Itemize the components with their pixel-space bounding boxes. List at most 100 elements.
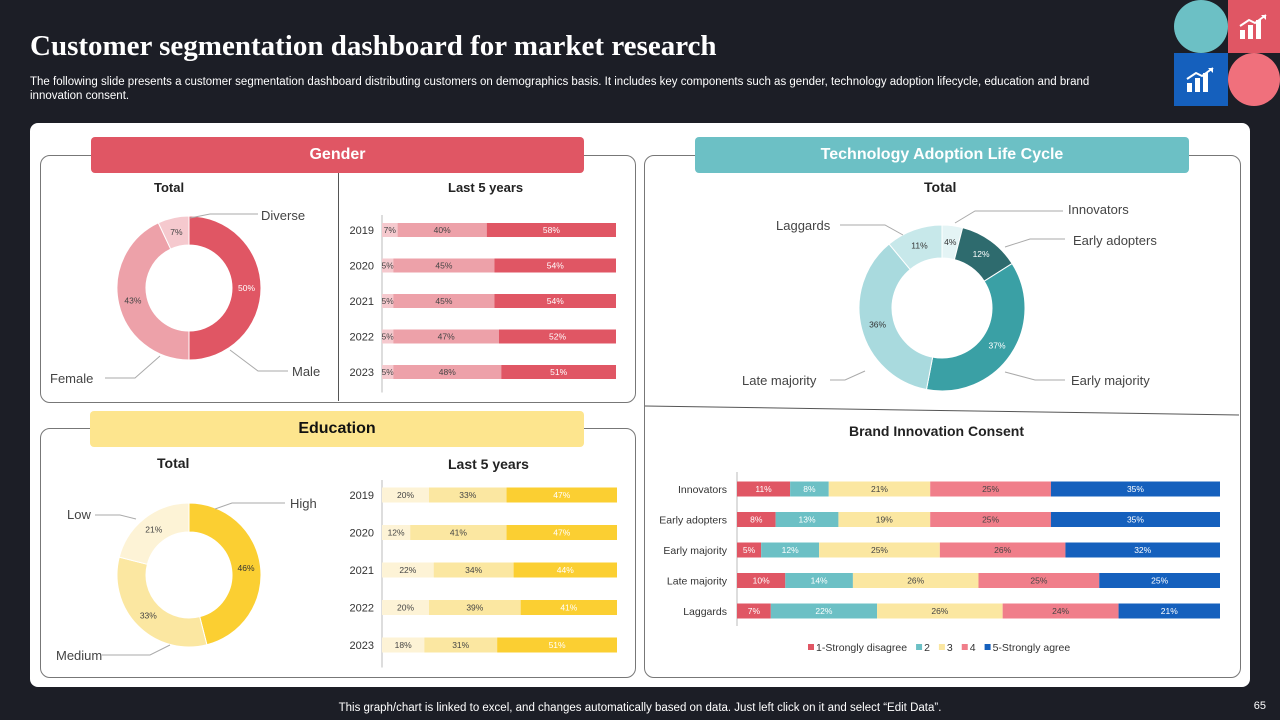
bar-category-label: Late majority: [667, 576, 728, 588]
bar-segment: [382, 637, 425, 653]
bar-data-label: 47%: [438, 332, 455, 342]
bar-data-label: 31%: [452, 640, 469, 650]
decor-pink-circle: [1228, 53, 1280, 106]
bar-segment: [486, 223, 616, 237]
gender-total-donut: 50% 43% 7%: [105, 213, 288, 379]
bar-category-label: 2019: [350, 490, 374, 502]
bar-segment: [382, 223, 398, 237]
bar-data-label: 18%: [395, 640, 412, 650]
decor-blue-tile: [1174, 53, 1228, 106]
legend-label: 5-Strongly agree: [993, 642, 1071, 654]
bar-data-label: 58%: [543, 225, 560, 235]
bar-segment: [1065, 542, 1220, 558]
legend-label: 2: [924, 642, 930, 654]
bar-data-label: 25%: [1030, 576, 1047, 586]
bar-data-label: 5%: [381, 367, 394, 377]
bar-segment: [513, 562, 617, 578]
bar-data-label: 25%: [982, 484, 999, 494]
bar-data-label: 39%: [466, 603, 483, 613]
bar-data-label: 26%: [931, 606, 948, 616]
callout-line-diverse: [189, 213, 258, 219]
bar-segment: [424, 637, 498, 653]
bar-segment: [1050, 512, 1220, 527]
bar-category-label: 2023: [350, 367, 374, 379]
legend-label: 1-Strongly disagree: [816, 642, 907, 654]
brand-consent-chart: Innovators 11% 8% 21% 25% 35%Early adopters 8%…: [659, 472, 1220, 654]
bar-segment: [497, 637, 617, 653]
callout-line-medium: [102, 644, 171, 656]
bar-segment: [737, 603, 771, 619]
bar-segment: [382, 329, 394, 344]
page-number: 65: [1253, 700, 1266, 712]
bar-data-label: 10%: [753, 576, 770, 586]
bar-segment: [393, 294, 495, 308]
bar-data-label: 25%: [871, 545, 888, 555]
bar-data-label: 45%: [435, 261, 452, 271]
bar-data-label: 41%: [560, 603, 577, 613]
bar-segment: [930, 512, 1051, 527]
decor-red-tile: [1228, 0, 1280, 53]
tech-callout-innovators: Innovators: [1068, 202, 1129, 217]
donut-data-label: 43%: [124, 296, 141, 306]
bar-segment: [506, 487, 617, 503]
bar-data-label: 5%: [381, 332, 394, 342]
bar-data-label: 35%: [1127, 484, 1144, 494]
education-years-bars: 2019 20% 33% 47% 2020 12% 41% 47% 2021 22% 34% 44% 2…: [350, 480, 617, 668]
callout-line-early-majority: [1004, 371, 1065, 381]
bar-category-label: 2022: [350, 332, 374, 344]
bar-segment: [761, 542, 820, 558]
tech-total-donut: 4% 12% 37% 36% 11%: [830, 210, 1065, 392]
bar-segment: [819, 542, 940, 558]
bar-data-label: 25%: [982, 515, 999, 525]
gender-total-title: Total: [154, 180, 185, 195]
bar-data-label: 7%: [384, 225, 397, 235]
bar-data-label: 20%: [397, 603, 414, 613]
gender-callout-female: Female: [50, 371, 94, 386]
callout-line-female: [105, 355, 161, 379]
bar-category-label: 2023: [350, 640, 374, 652]
donut-data-label: 46%: [238, 563, 255, 573]
bar-data-label: 5%: [381, 296, 394, 306]
bar-category-label: Laggards: [683, 606, 727, 618]
bar-data-label: 5%: [743, 545, 756, 555]
bar-data-label: 51%: [549, 640, 566, 650]
donut-slice-medium: [116, 556, 208, 648]
gender-divider: [338, 172, 339, 401]
bar-segment: [494, 294, 616, 308]
bar-segment: [382, 562, 434, 578]
bar-data-label: 8%: [750, 515, 763, 525]
bar-data-label: 54%: [547, 261, 564, 271]
bar-data-label: 33%: [459, 490, 476, 500]
bar-category-label: 2020: [350, 261, 374, 273]
donut-slice-late-majority: [858, 243, 934, 391]
bar-segment: [501, 365, 616, 379]
legend-swatch: [808, 644, 814, 650]
bar-data-label: 47%: [553, 528, 570, 538]
bar-data-label: 34%: [465, 565, 482, 575]
donut-data-label: 12%: [973, 249, 990, 259]
chart-growth-icon: [1186, 66, 1214, 92]
bar-data-label: 13%: [799, 515, 816, 525]
bar-data-label: 11%: [755, 484, 772, 494]
education-total-donut: 46% 33% 21%: [95, 502, 285, 656]
bar-segment: [382, 258, 394, 273]
bar-segment: [737, 573, 786, 588]
bar-data-label: 22%: [399, 565, 416, 575]
education-callout-low: Low: [67, 507, 91, 522]
tech-total-title: Total: [924, 179, 957, 195]
bar-segment: [499, 329, 616, 344]
bar-data-label: 47%: [553, 490, 570, 500]
callout-line-laggards: [840, 224, 904, 236]
bar-data-label: 21%: [1161, 606, 1178, 616]
donut-slice-high: [188, 502, 262, 646]
legend-swatch: [916, 644, 923, 650]
donut-data-label: 4%: [944, 237, 957, 247]
bar-segment: [410, 525, 507, 540]
bar-segment: [393, 258, 495, 273]
callout-line-low: [95, 514, 137, 520]
bar-data-label: 44%: [557, 565, 574, 575]
bar-segment: [737, 481, 791, 497]
bar-segment: [1118, 603, 1220, 619]
bar-data-label: 54%: [547, 296, 564, 306]
tech-header: Technology Adoption Life Cycle: [695, 137, 1189, 173]
